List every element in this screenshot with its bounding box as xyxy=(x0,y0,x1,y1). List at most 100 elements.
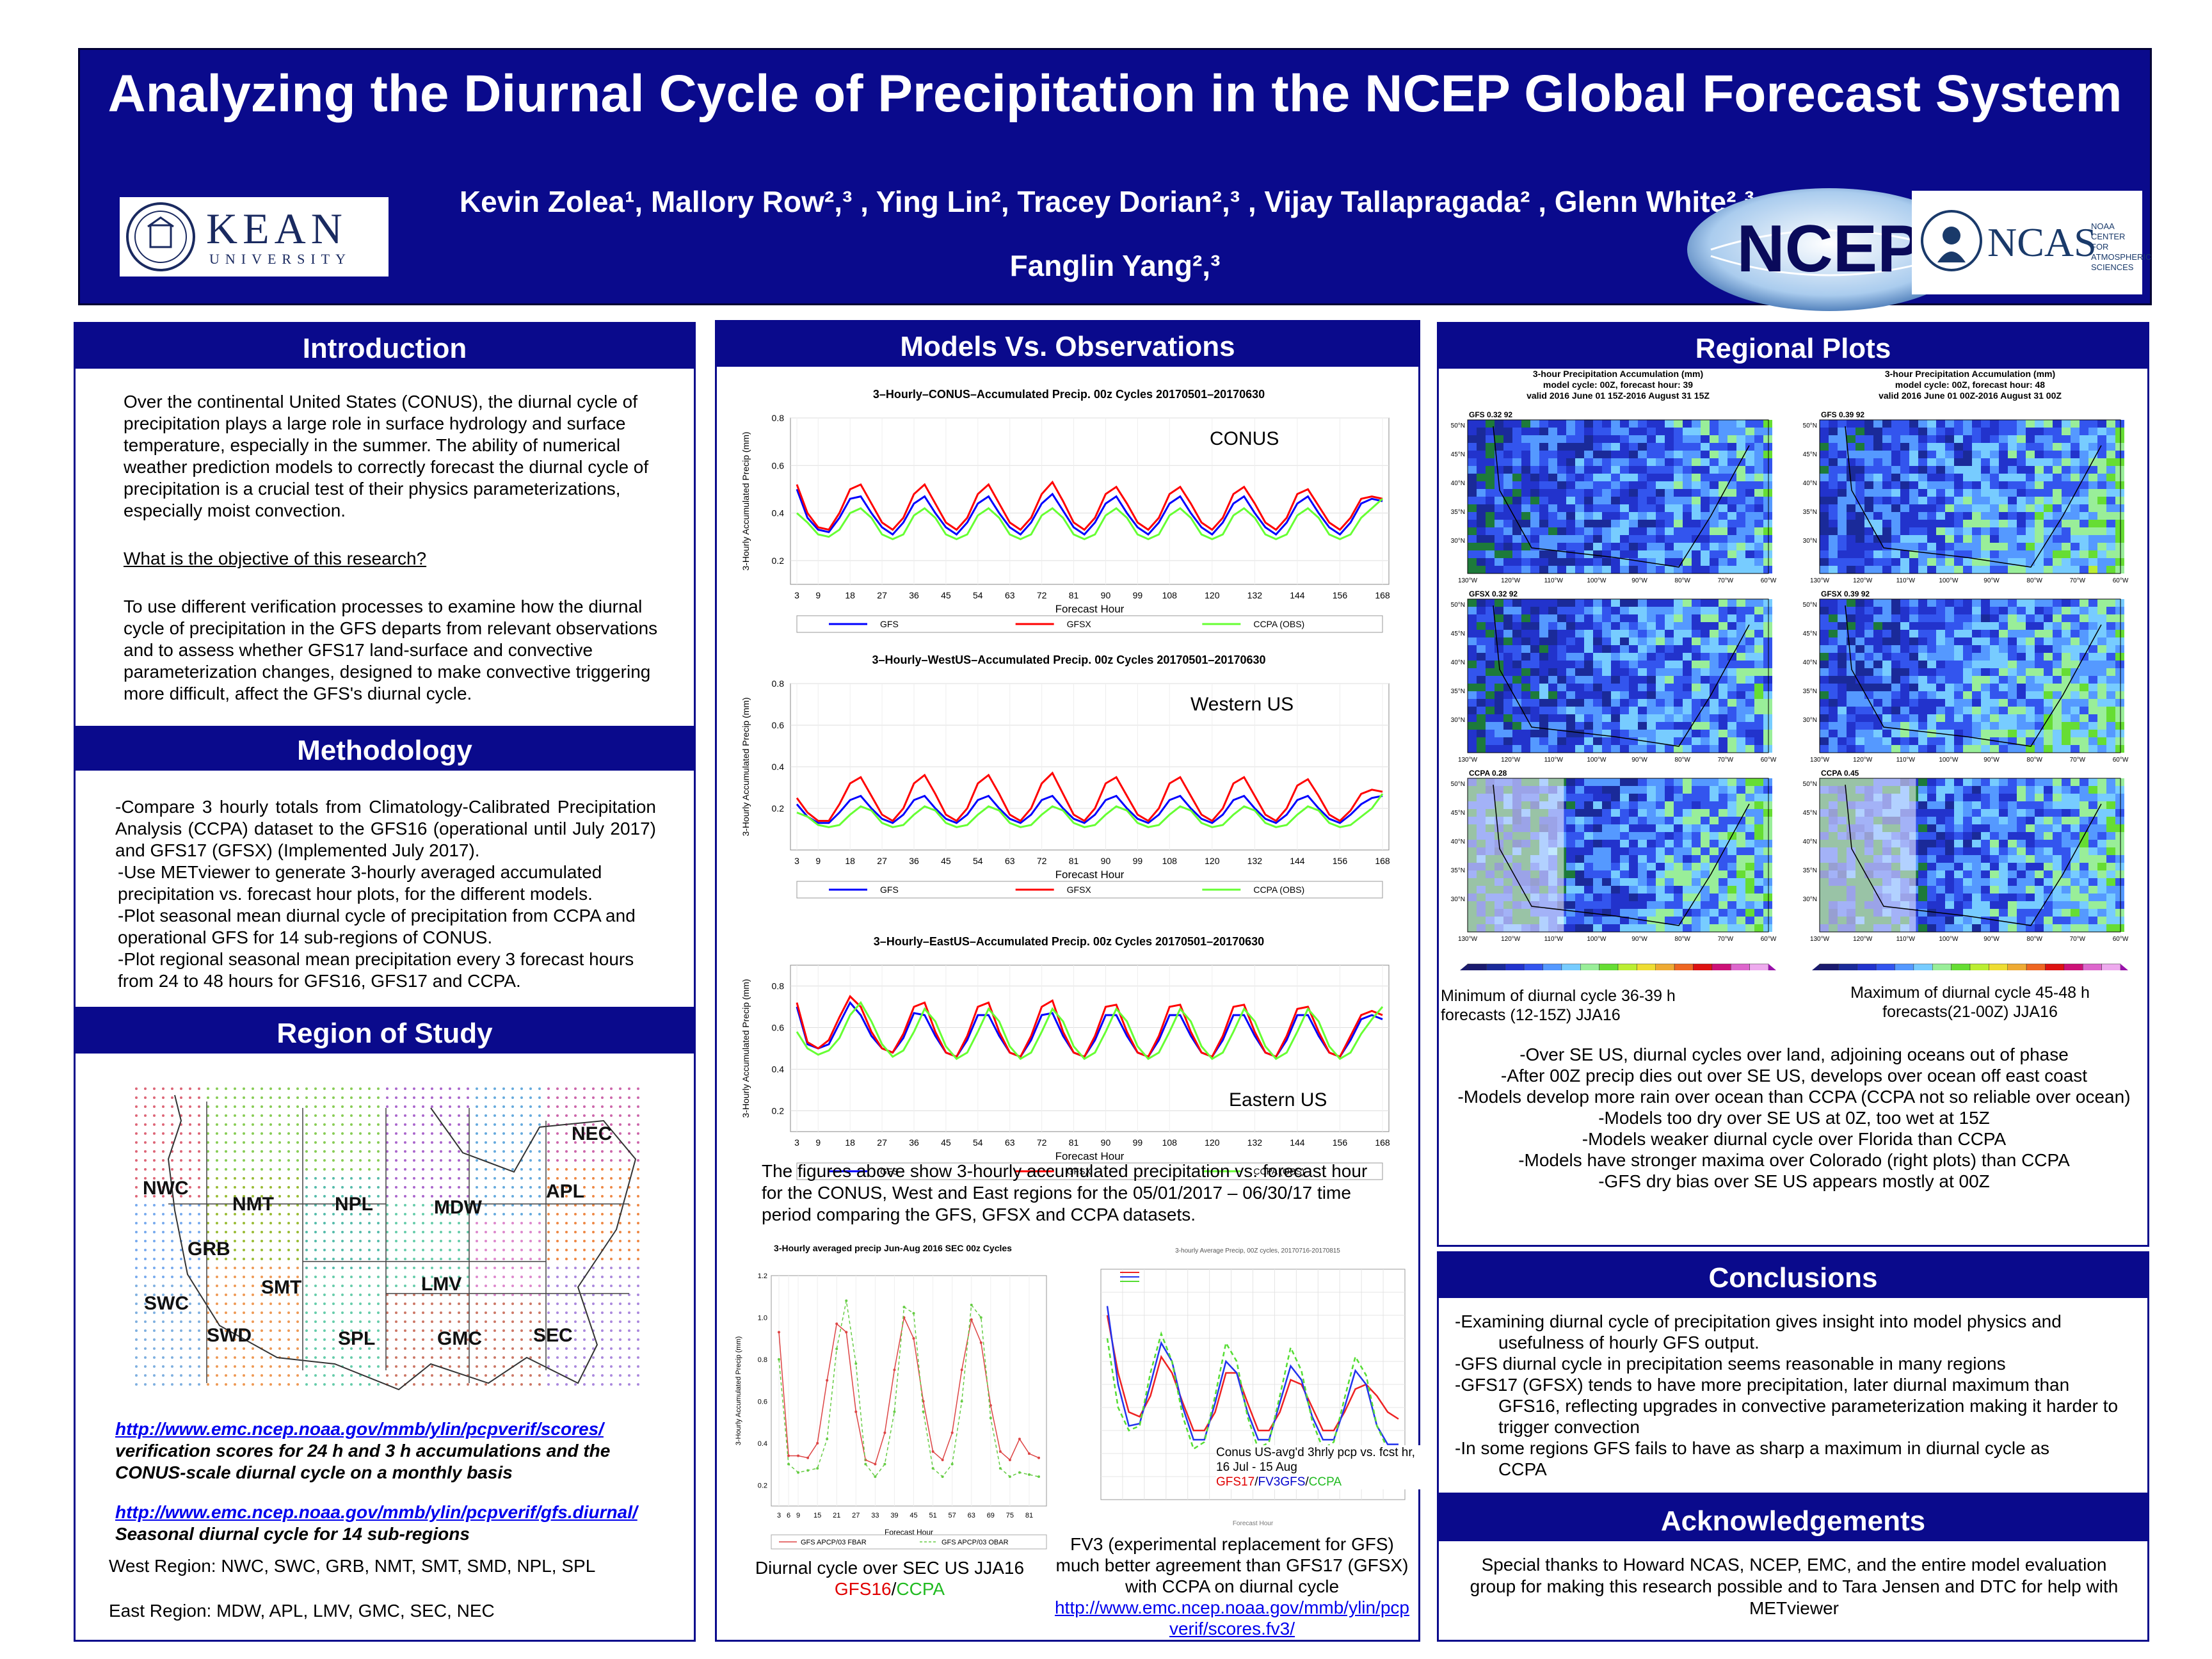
grid-dot xyxy=(404,1132,406,1135)
grid-dot xyxy=(225,1365,227,1368)
precip-cell xyxy=(1665,714,1674,722)
grid-dot xyxy=(610,1329,613,1332)
grid-dot xyxy=(440,1186,442,1189)
y-tick-label: 0.8 xyxy=(772,678,785,689)
precip-cell xyxy=(2080,668,2088,676)
grid-dot xyxy=(565,1096,568,1099)
precip-cell xyxy=(1882,722,1891,730)
precip-cell xyxy=(1820,428,1829,435)
scores-link[interactable]: http://www.emc.ncep.noaa.gov/mmb/ylin/pc… xyxy=(115,1419,604,1439)
precip-cell xyxy=(1530,737,1539,745)
grid-dot xyxy=(341,1374,344,1377)
precip-cell xyxy=(1512,684,1521,691)
precip-cell xyxy=(2115,458,2124,466)
grid-dot xyxy=(162,1320,164,1323)
grid-dot xyxy=(467,1222,469,1224)
precip-cell xyxy=(1530,543,1539,550)
grid-dot xyxy=(234,1150,236,1153)
precip-cell xyxy=(1754,489,1763,497)
precip-cell xyxy=(1981,535,1990,543)
precip-cell xyxy=(1683,607,1692,614)
precip-cell xyxy=(2106,420,2115,428)
precip-cell xyxy=(1882,543,1891,550)
lon-label: 80°W xyxy=(2026,577,2042,584)
grid-dot xyxy=(252,1258,254,1260)
grid-dot xyxy=(171,1267,173,1269)
precip-cell xyxy=(1477,527,1486,535)
grid-dot xyxy=(386,1204,389,1206)
precip-cell xyxy=(1945,714,1954,722)
precip-cell xyxy=(2026,504,2035,512)
methodology-title: Methodology xyxy=(76,726,694,771)
grid-dot xyxy=(305,1249,308,1251)
precip-cell xyxy=(2008,458,2017,466)
grid-dot xyxy=(368,1311,371,1314)
grid-dot xyxy=(296,1141,299,1144)
precip-cell xyxy=(1900,497,1909,504)
precip-cell xyxy=(1629,558,1638,566)
grid-dot xyxy=(225,1159,227,1162)
grid-dot xyxy=(296,1150,299,1153)
grid-dot xyxy=(225,1267,227,1269)
precip-cell xyxy=(1674,691,1683,699)
grid-dot xyxy=(395,1374,397,1377)
precip-cell xyxy=(1829,637,1838,645)
fv3-link[interactable]: http://www.emc.ncep.noaa.gov/mmb/ylin/pc… xyxy=(1054,1598,1410,1639)
precip-cell xyxy=(1909,550,1918,558)
grid-dot xyxy=(252,1159,254,1162)
grid-dot xyxy=(628,1285,630,1287)
precip-cell xyxy=(1736,684,1745,691)
grid-dot xyxy=(252,1150,254,1153)
precip-cell xyxy=(1900,614,1909,622)
x-tick-label: 81 xyxy=(1069,856,1079,866)
precip-cell xyxy=(1692,684,1701,691)
grid-dot xyxy=(574,1213,577,1215)
grid-dot xyxy=(493,1168,496,1171)
grid-dot xyxy=(323,1311,326,1314)
grid-dot xyxy=(144,1338,147,1341)
precip-cell xyxy=(2008,661,2017,668)
precip-cell xyxy=(1763,566,1772,573)
grid-dot xyxy=(404,1159,406,1162)
grid-dot xyxy=(476,1123,478,1126)
grid-dot xyxy=(440,1195,442,1198)
precip-cell xyxy=(1512,630,1521,637)
precip-cell xyxy=(1999,566,2008,573)
precip-cell xyxy=(2071,535,2080,543)
precip-cell xyxy=(1954,630,1963,637)
diurnal-link[interactable]: http://www.emc.ncep.noaa.gov/mmb/ylin/pc… xyxy=(115,1502,637,1522)
precip-cell xyxy=(1999,550,2008,558)
grid-dot xyxy=(592,1177,595,1180)
grid-dot xyxy=(628,1204,630,1206)
grid-dot xyxy=(574,1168,577,1171)
grid-dot xyxy=(574,1365,577,1368)
grid-dot xyxy=(502,1311,505,1314)
grid-dot xyxy=(207,1276,209,1278)
grid-dot xyxy=(207,1258,209,1260)
grid-dot xyxy=(422,1123,424,1126)
grid-dot xyxy=(243,1186,245,1189)
precip-cell xyxy=(1936,622,1945,630)
grid-dot xyxy=(135,1365,138,1368)
precip-cell xyxy=(2088,543,2097,550)
precip-cell xyxy=(1900,637,1909,645)
precip-cell xyxy=(1656,504,1665,512)
precip-cell xyxy=(2008,420,2017,428)
precip-cell xyxy=(1891,614,1900,622)
grid-dot xyxy=(144,1285,147,1287)
precip-cell xyxy=(1763,481,1772,489)
precip-cell xyxy=(1503,661,1512,668)
x-tick-label: 81 xyxy=(1069,590,1079,600)
grid-dot xyxy=(601,1347,604,1350)
precip-cell xyxy=(1963,558,1972,566)
grid-dot xyxy=(135,1186,138,1189)
precip-cell xyxy=(1900,645,1909,653)
grid-dot xyxy=(476,1285,478,1287)
grid-dot xyxy=(135,1213,138,1215)
x-tick-label: 6 xyxy=(787,1512,790,1519)
precip-cell xyxy=(2044,458,2053,466)
precip-cell xyxy=(1674,607,1683,614)
grid-dot xyxy=(458,1276,460,1278)
precip-cell xyxy=(1665,497,1674,504)
grid-dot xyxy=(467,1150,469,1153)
